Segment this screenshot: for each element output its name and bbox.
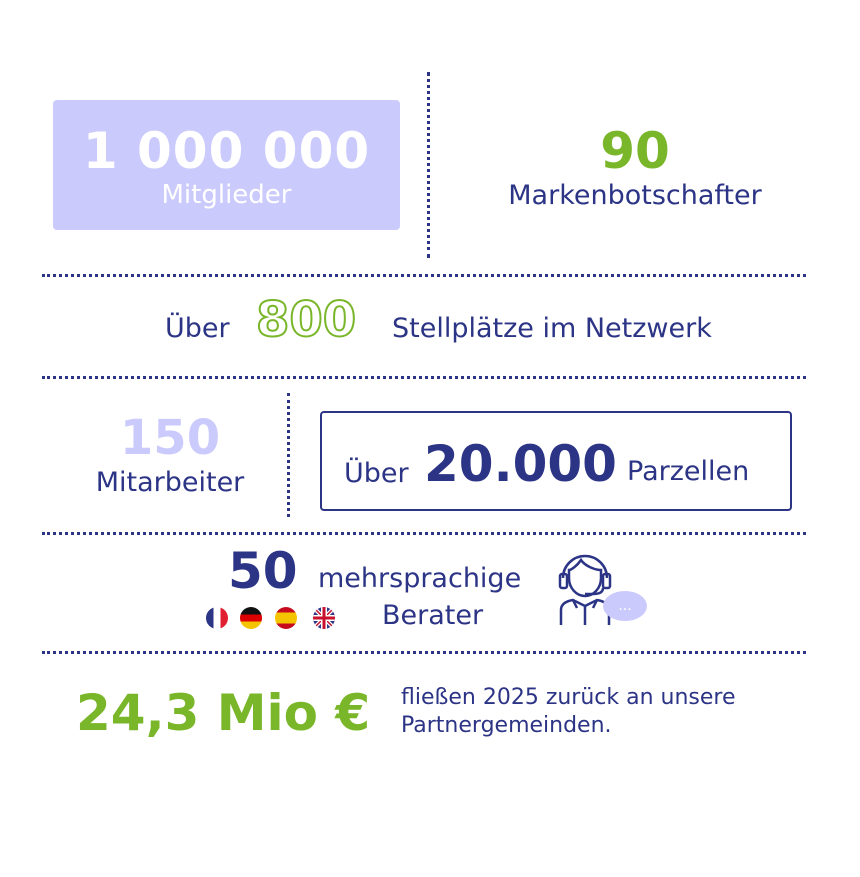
uk-flag-icon	[313, 607, 335, 629]
plots-value: 20.000	[424, 435, 617, 493]
divider	[287, 393, 290, 517]
divider	[42, 274, 806, 277]
divider	[427, 72, 430, 258]
divider	[42, 376, 806, 379]
members-box: 1 000 000 Mitglieder	[53, 100, 400, 230]
members-label: Mitglieder	[161, 180, 292, 210]
ambassadors-value: 90	[600, 122, 670, 180]
funds-text-line2: Partnergemeinden.	[401, 713, 612, 738]
funds-value: 24,3 Mio €	[76, 684, 371, 742]
advisors-value: 50	[228, 542, 298, 600]
funds-text-line1: fließen 2025 zurück an unsere	[401, 685, 736, 710]
chat-bubble-text: ...	[618, 598, 631, 614]
pitches-value: 800	[255, 291, 357, 349]
members-value: 1 000 000	[82, 122, 371, 180]
advisors-label-line1: mehrsprachige	[318, 563, 522, 594]
pitches-prefix: Über	[165, 313, 230, 344]
divider	[42, 532, 806, 535]
staff-value: 150	[119, 410, 221, 466]
plots-prefix: Über	[344, 458, 409, 489]
ambassadors-label: Markenbotschafter	[508, 180, 762, 211]
divider	[42, 651, 806, 654]
support-agent-icon: ...	[558, 554, 647, 625]
plots-box: Über 20.000 Parzellen	[320, 411, 792, 511]
pitches-label: Stellplätze im Netzwerk	[392, 313, 712, 344]
plots-label: Parzellen	[627, 456, 750, 487]
germany-flag-icon	[240, 607, 262, 629]
spain-flag-icon	[275, 607, 297, 629]
staff-label: Mitarbeiter	[95, 467, 245, 498]
advisors-label-line2: Berater	[382, 600, 484, 631]
france-flag-icon	[206, 607, 228, 629]
